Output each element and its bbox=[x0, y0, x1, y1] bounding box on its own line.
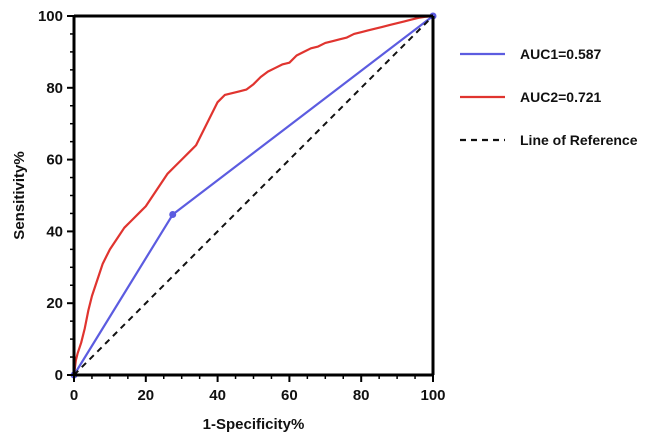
y-axis-label: Sensitivity% bbox=[11, 151, 28, 239]
y-tick-label-20: 20 bbox=[46, 295, 63, 312]
x-tick-label-20: 20 bbox=[137, 387, 154, 404]
x-axis-label: 1-Specificity% bbox=[203, 416, 305, 433]
legend: AUC1=0.587 AUC2=0.721 Line of Reference bbox=[460, 46, 638, 148]
x-tick-label-100: 100 bbox=[420, 387, 445, 404]
x-tick-label-80: 80 bbox=[353, 387, 370, 404]
legend-label-0: AUC1=0.587 bbox=[520, 46, 602, 62]
y-tick-label-80: 80 bbox=[46, 80, 63, 97]
y-tick-label-100: 100 bbox=[38, 8, 63, 25]
y-tick-label-0: 0 bbox=[55, 367, 63, 384]
series-point-0-1 bbox=[169, 211, 177, 219]
y-tick-label-40: 40 bbox=[46, 223, 63, 240]
legend-label-2: Line of Reference bbox=[520, 132, 638, 148]
axes: 0 20 40 60 80 100 0 20 40 60 80 100 1-Specificity% Se… bbox=[11, 8, 446, 433]
series-line-2 bbox=[73, 15, 434, 376]
x-tick-label-60: 60 bbox=[281, 387, 298, 404]
x-tick-label-40: 40 bbox=[209, 387, 226, 404]
legend-label-1: AUC2=0.721 bbox=[520, 89, 602, 105]
series-line-1 bbox=[72, 14, 434, 376]
x-tick-label-0: 0 bbox=[70, 387, 78, 404]
plot-area bbox=[70, 12, 437, 379]
y-tick-label-60: 60 bbox=[46, 152, 63, 169]
